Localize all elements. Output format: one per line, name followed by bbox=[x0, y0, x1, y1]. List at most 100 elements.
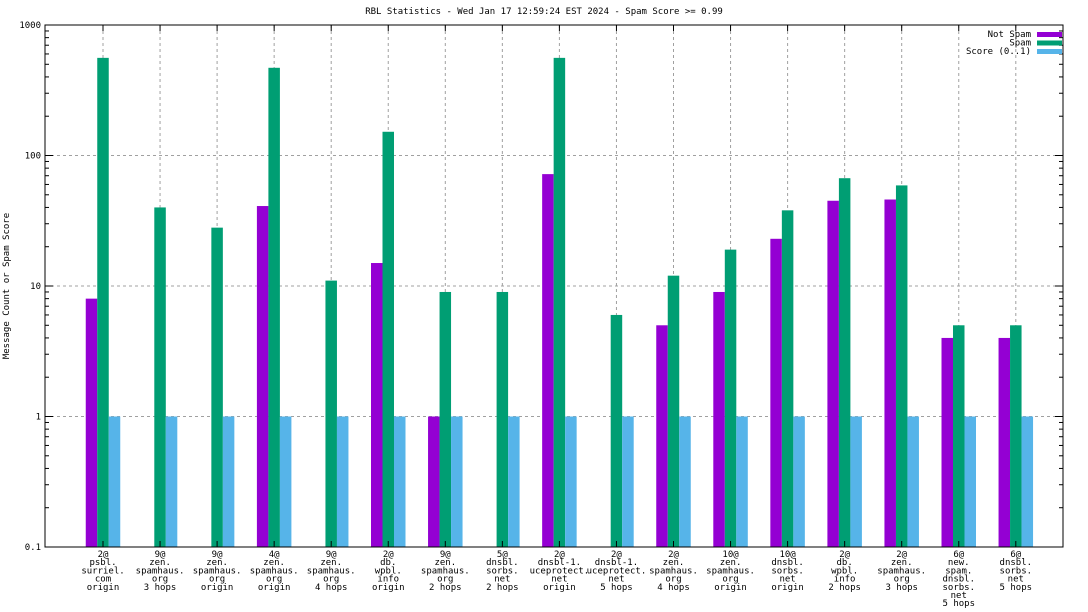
x-tick-label: 2 hops bbox=[429, 583, 462, 593]
x-tick-label: 2@ bbox=[839, 550, 850, 560]
x-tick-label: 4 hops bbox=[657, 583, 690, 593]
x-tick-label: zen. bbox=[320, 558, 342, 568]
x-axis: 2@psbl.surriel.comorigin9@zen.spamhaus.o… bbox=[81, 25, 1032, 609]
x-tick-label: org bbox=[323, 575, 339, 585]
x-tick-label: com bbox=[95, 575, 111, 585]
bar-not-spam bbox=[713, 291, 725, 547]
legend-label: Not Spam bbox=[988, 30, 1031, 40]
bar-not-spam bbox=[884, 199, 896, 547]
bar-score-0-1- bbox=[622, 416, 634, 547]
bar-spam bbox=[211, 227, 223, 547]
bar-spam bbox=[97, 57, 109, 548]
x-tick-label: 2@ bbox=[668, 550, 679, 560]
x-tick-label: org bbox=[665, 575, 681, 585]
x-tick-label: wpbl. bbox=[375, 566, 402, 576]
x-tick-label: uceprotect. bbox=[587, 566, 647, 576]
x-tick-label: spam. bbox=[945, 566, 972, 576]
x-tick-label: org bbox=[209, 575, 225, 585]
bar-spam bbox=[382, 131, 394, 547]
y-tick-label: 100 bbox=[25, 152, 41, 162]
x-tick-label: 2@ bbox=[98, 550, 109, 560]
x-tick-label: 10@ bbox=[722, 550, 739, 560]
bar-not-spam bbox=[770, 238, 782, 548]
x-tick-label: new. bbox=[948, 558, 970, 568]
bar-not-spam bbox=[428, 416, 440, 547]
bar-score-0-1- bbox=[165, 416, 178, 547]
x-tick-label: 6@ bbox=[1010, 550, 1021, 560]
legend-swatch bbox=[1037, 49, 1062, 54]
x-tick-label: 9@ bbox=[212, 550, 223, 560]
y-axis: 0.1 1 10 100 1000 bbox=[19, 21, 1063, 553]
x-tick-label: 10@ bbox=[779, 550, 796, 560]
x-tick-label: org bbox=[722, 575, 738, 585]
x-tick-label: db. bbox=[380, 558, 396, 568]
x-tick-label: spamhaus. bbox=[877, 566, 926, 576]
x-tick-label: 3 hops bbox=[144, 583, 177, 593]
y-tick-label: 0.1 bbox=[25, 543, 41, 553]
x-tick-label: origin bbox=[714, 583, 747, 593]
bar-score-0-1- bbox=[108, 416, 121, 547]
x-tick-label: sorbs. bbox=[942, 583, 975, 593]
legend-label: Spam bbox=[1009, 39, 1031, 49]
x-tick-label: dnsbl. bbox=[942, 575, 975, 585]
bars bbox=[85, 57, 1034, 548]
x-tick-label: wpbl. bbox=[831, 566, 858, 576]
bar-score-0-1- bbox=[793, 416, 805, 547]
x-tick-label: 4 hops bbox=[315, 583, 348, 593]
x-tick-label: sorbs. bbox=[771, 566, 804, 576]
x-tick-label: 5 hops bbox=[1000, 583, 1033, 593]
x-tick-label: zen. bbox=[434, 558, 456, 568]
x-tick-label: zen. bbox=[720, 558, 742, 568]
x-tick-label: 9@ bbox=[440, 550, 451, 560]
x-tick-label: 2@ bbox=[383, 550, 394, 560]
x-tick-label: dnsbl. bbox=[1000, 558, 1033, 568]
y-axis-label: Message Count or Spam Score bbox=[2, 213, 12, 359]
x-tick-label: 9@ bbox=[326, 550, 337, 560]
x-tick-label: org bbox=[266, 575, 282, 585]
x-tick-label: zen. bbox=[891, 558, 913, 568]
x-tick-label: org bbox=[152, 575, 168, 585]
bar-spam bbox=[553, 57, 566, 548]
x-tick-label: origin bbox=[771, 583, 804, 593]
x-tick-label: net bbox=[1008, 575, 1024, 585]
x-tick-label: 6@ bbox=[953, 550, 964, 560]
bar-score-0-1- bbox=[736, 416, 748, 547]
x-tick-label: origin bbox=[543, 583, 576, 593]
bar-spam bbox=[610, 314, 623, 547]
bar-score-0-1- bbox=[964, 416, 976, 547]
x-tick-label: origin bbox=[372, 583, 405, 593]
bar-spam bbox=[838, 178, 851, 547]
bar-not-spam bbox=[941, 337, 953, 547]
bar-score-0-1- bbox=[508, 416, 520, 547]
x-tick-label: zen. bbox=[263, 558, 285, 568]
y-tick-label: 1 bbox=[36, 413, 41, 423]
bar-score-0-1- bbox=[1021, 416, 1034, 547]
x-tick-label: org bbox=[437, 575, 453, 585]
x-tick-label: 5 hops bbox=[600, 583, 633, 593]
x-tick-label: 9@ bbox=[155, 550, 166, 560]
x-tick-label: net bbox=[608, 575, 624, 585]
x-tick-label: 2@ bbox=[896, 550, 907, 560]
bar-not-spam bbox=[371, 263, 383, 547]
x-tick-label: uceprotect. bbox=[530, 566, 590, 576]
bar-not-spam bbox=[256, 206, 269, 547]
bar-not-spam bbox=[827, 200, 839, 547]
bar-score-0-1- bbox=[279, 416, 292, 547]
x-tick-label: dnsbl-1. bbox=[538, 558, 581, 568]
bar-spam bbox=[439, 291, 452, 547]
x-tick-label: net bbox=[951, 591, 967, 601]
bar-score-0-1- bbox=[222, 416, 235, 547]
bar-not-spam bbox=[656, 325, 668, 547]
x-tick-label: sorbs. bbox=[486, 566, 519, 576]
legend-label: Score (0..1) bbox=[966, 47, 1031, 57]
y-tick-label: 1000 bbox=[19, 21, 41, 31]
bar-score-0-1- bbox=[850, 416, 862, 547]
x-tick-label: spamhaus. bbox=[706, 566, 755, 576]
x-tick-label: dnsbl. bbox=[771, 558, 804, 568]
x-tick-label: 4@ bbox=[269, 550, 280, 560]
x-tick-label: spamhaus. bbox=[649, 566, 698, 576]
x-tick-label: net bbox=[551, 575, 567, 585]
x-tick-label: sorbs. bbox=[1000, 566, 1033, 576]
x-tick-label: 2 hops bbox=[828, 583, 861, 593]
